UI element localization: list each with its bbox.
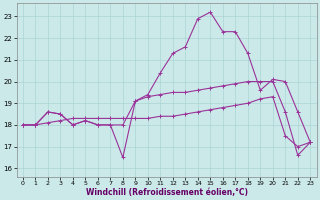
X-axis label: Windchill (Refroidissement éolien,°C): Windchill (Refroidissement éolien,°C) [85, 188, 248, 197]
